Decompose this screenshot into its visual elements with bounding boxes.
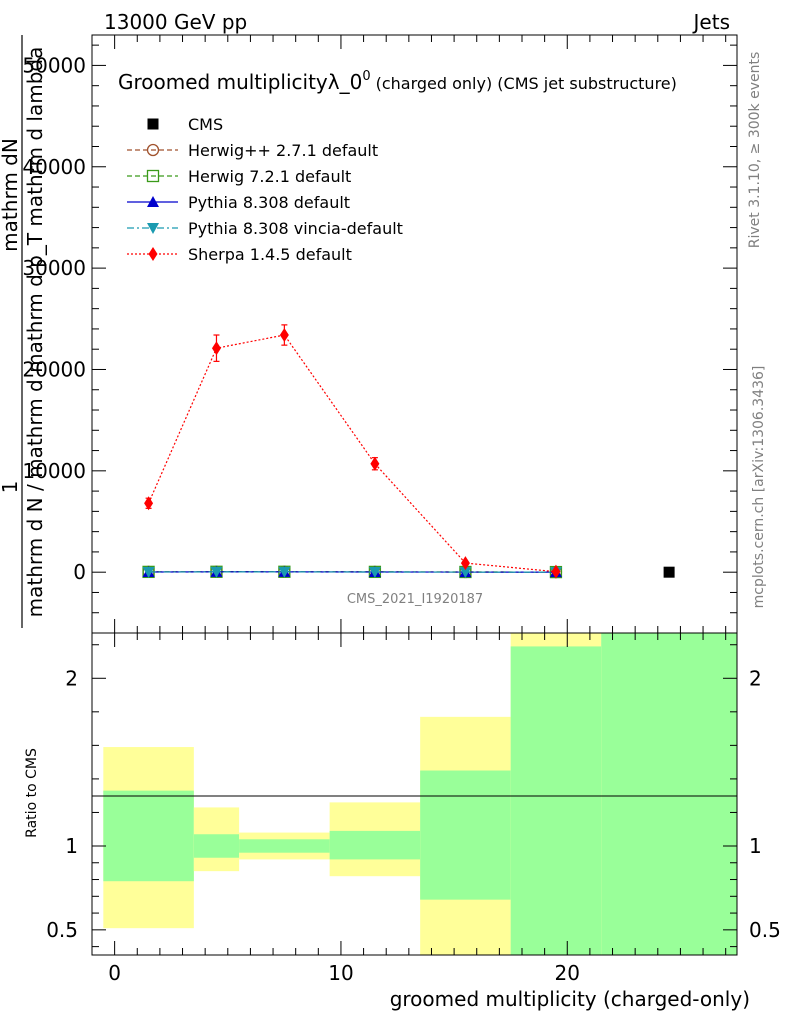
legend: CMS Herwig++ 2.7.1 default Herwig 7.2.1 de… <box>127 115 403 264</box>
ratio-y-tick-label-right: 2 <box>749 666 762 690</box>
data-point <box>460 556 470 571</box>
data-point <box>279 328 289 343</box>
ratio-y-tick-label: 1 <box>65 834 78 858</box>
ratio-band-inner <box>239 839 330 853</box>
ratio-band-inner <box>420 770 511 900</box>
data-point <box>370 456 380 471</box>
y-tick-label: 10000 <box>22 459 86 483</box>
x-tick-label: 0 <box>108 961 121 985</box>
data-point <box>144 496 154 511</box>
y-label-numerator: mathrm dN <box>0 138 22 252</box>
y-tick-label: 0 <box>73 560 86 584</box>
legend-entry: Herwig++ 2.7.1 default <box>127 141 378 160</box>
ratio-band-inner <box>601 633 737 955</box>
y-tick-label: 50000 <box>22 53 86 77</box>
ratio-y-tick-label-right: 1 <box>749 834 762 858</box>
x-axis-label: groomed multiplicity (charged-only) <box>390 987 750 1011</box>
legend-marker <box>148 247 158 261</box>
y-tick-label: 20000 <box>22 357 86 381</box>
series-cms <box>663 566 675 578</box>
analysis-watermark: CMS_2021_I1920187 <box>347 592 483 607</box>
y-tick-label: 40000 <box>22 155 86 179</box>
data-point <box>142 566 155 578</box>
ratio-y-tick-label: 2 <box>65 666 78 690</box>
y-label-denominator: mathrm d N / mathrm d mathrm d p_T mathr… <box>23 47 47 618</box>
ratio-band-inner <box>510 646 602 955</box>
x-tick-label: 10 <box>328 961 353 985</box>
ratio-y-axis-label: Ratio to CMS <box>24 748 40 838</box>
ratio-band-inner <box>329 830 421 860</box>
data-point <box>210 566 223 578</box>
ratio-band-inner <box>193 834 240 858</box>
legend-label: Herwig 7.2.1 default <box>188 167 351 186</box>
header-right: Jets <box>692 10 730 34</box>
main-y-axis-label: 1 mathrm dN mathrm d N / mathrm d mathrm… <box>0 35 47 628</box>
data-point <box>459 567 472 579</box>
data-point <box>663 566 675 578</box>
legend-label: Herwig++ 2.7.1 default <box>188 141 378 160</box>
mcplots-reference-label: mcplots.cern.ch [arXiv:1306.3436] <box>751 366 767 609</box>
legend-marker <box>147 118 159 130</box>
header-left: 13000 GeV pp <box>104 10 247 34</box>
data-point <box>211 341 221 356</box>
y-tick-label: 30000 <box>22 256 86 280</box>
legend-marker <box>147 196 159 207</box>
ratio-plot-frame <box>91 632 738 956</box>
series-line <box>148 334 557 573</box>
series-sherpa-1-4-5-default <box>144 324 561 579</box>
rivet-version-label: Rivet 3.1.10, ≥ 300k events <box>747 52 763 249</box>
legend-marker <box>146 143 160 157</box>
data-point <box>368 566 381 578</box>
data-point <box>551 564 561 579</box>
legend-label: Pythia 8.308 default <box>188 193 350 212</box>
ratio-y-tick-label-right: 0.5 <box>749 918 781 942</box>
ratio-band-inner <box>103 790 194 882</box>
data-point <box>278 566 291 578</box>
legend-marker <box>147 223 159 234</box>
main-title: Groomed multiplicityλ_00 (charged only) (… <box>118 69 677 94</box>
legend-label: CMS <box>188 115 223 134</box>
legend-label: Sherpa 1.4.5 default <box>188 245 352 264</box>
legend-entry: Pythia 8.308 default <box>127 193 350 212</box>
legend-marker <box>146 169 160 183</box>
legend-entry: Herwig 7.2.1 default <box>127 167 351 186</box>
legend-label: Pythia 8.308 vincia-default <box>188 219 403 238</box>
legend-entry: CMS <box>147 115 223 134</box>
legend-entry: Pythia 8.308 vincia-default <box>127 219 403 238</box>
series-pythia-8-308-vincia-default <box>142 566 562 579</box>
legend-entry: Sherpa 1.4.5 default <box>127 245 352 264</box>
ratio-plot: 0.5 0.51 12 20 10 20 <box>46 632 781 985</box>
ratio-y-tick-label: 0.5 <box>46 918 78 942</box>
x-tick-label: 20 <box>555 961 580 985</box>
y-label-one: 1 <box>0 481 22 494</box>
